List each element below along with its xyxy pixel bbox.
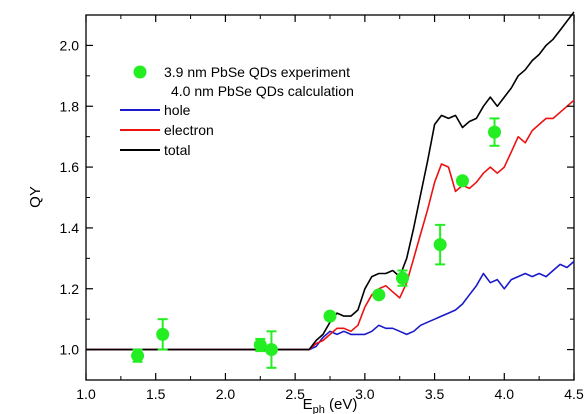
x-tick-label: 4.5 bbox=[564, 386, 584, 402]
legend-experiment-label: 3.9 nm PbSe QDs experiment bbox=[164, 64, 350, 80]
experiment-point bbox=[253, 338, 267, 352]
x-tick-label: 3.5 bbox=[425, 386, 445, 402]
experiment-point bbox=[455, 174, 469, 188]
series-electron-line bbox=[86, 99, 575, 351]
experiment-point bbox=[488, 125, 502, 139]
experiment-point bbox=[372, 288, 386, 302]
y-tick-label: 1.2 bbox=[60, 281, 80, 297]
experiment-point bbox=[433, 238, 447, 252]
x-tick-label: 2.5 bbox=[285, 386, 305, 402]
y-tick-label: 1.4 bbox=[60, 220, 80, 236]
x-tick-label: 1.5 bbox=[146, 386, 166, 402]
y-tick-label: 1.8 bbox=[60, 98, 80, 114]
legend-experiment-marker bbox=[133, 65, 147, 79]
legend-total-label: total bbox=[164, 142, 190, 158]
legend-calculation-title: 4.0 nm PbSe QDs calculation bbox=[171, 83, 354, 99]
x-tick-label: 1.0 bbox=[76, 386, 96, 402]
curves-layer bbox=[86, 11, 575, 351]
experiment-point bbox=[131, 349, 145, 363]
legend-electron-label: electron bbox=[164, 122, 214, 138]
experiment-layer bbox=[131, 117, 502, 369]
x-axis-title-subscript: ph bbox=[313, 404, 325, 414]
series-total-line bbox=[86, 11, 575, 351]
y-axis-title: QY bbox=[27, 186, 44, 208]
y-axis: 1.0 1.2 1.4 1.6 1.8 2.0 bbox=[60, 14, 574, 381]
y-tick-label: 2.0 bbox=[60, 37, 80, 53]
legend-hole-label: hole bbox=[164, 102, 191, 118]
x-tick-label: 4.0 bbox=[495, 386, 515, 402]
x-tick-label: 3.0 bbox=[355, 386, 375, 402]
legend: 3.9 nm PbSe QDs experiment 4.0 nm PbSe Q… bbox=[120, 64, 354, 158]
x-tick-label: 2.0 bbox=[216, 386, 236, 402]
y-tick-label: 1.6 bbox=[60, 159, 80, 175]
experiment-point bbox=[323, 309, 337, 323]
experiment-point bbox=[264, 343, 278, 357]
y-tick-label: 1.0 bbox=[60, 342, 80, 358]
x-axis-title: Eph (eV) bbox=[303, 396, 358, 414]
series-hole-line bbox=[86, 260, 575, 351]
experiment-point bbox=[396, 271, 410, 285]
experiment-point bbox=[156, 327, 170, 341]
x-axis-title-unit: (eV) bbox=[325, 396, 358, 413]
x-axis: 1.0 1.5 2.0 2.5 3.0 3.5 4.0 4.5 bbox=[76, 15, 584, 402]
